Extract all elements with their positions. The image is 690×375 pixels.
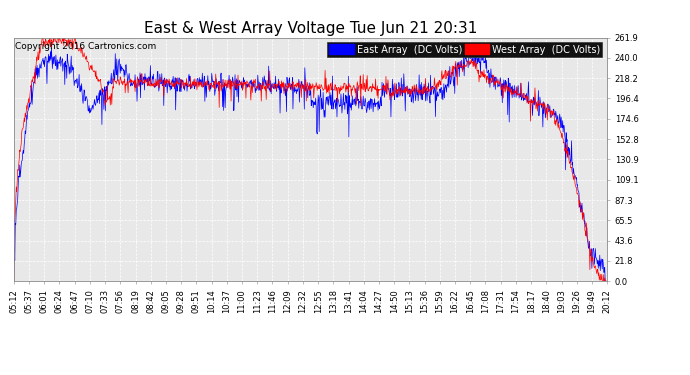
Legend: East Array  (DC Volts), West Array  (DC Volts): East Array (DC Volts), West Array (DC Vo… — [328, 42, 602, 57]
Text: Copyright 2016 Cartronics.com: Copyright 2016 Cartronics.com — [15, 42, 156, 51]
Title: East & West Array Voltage Tue Jun 21 20:31: East & West Array Voltage Tue Jun 21 20:… — [144, 21, 477, 36]
